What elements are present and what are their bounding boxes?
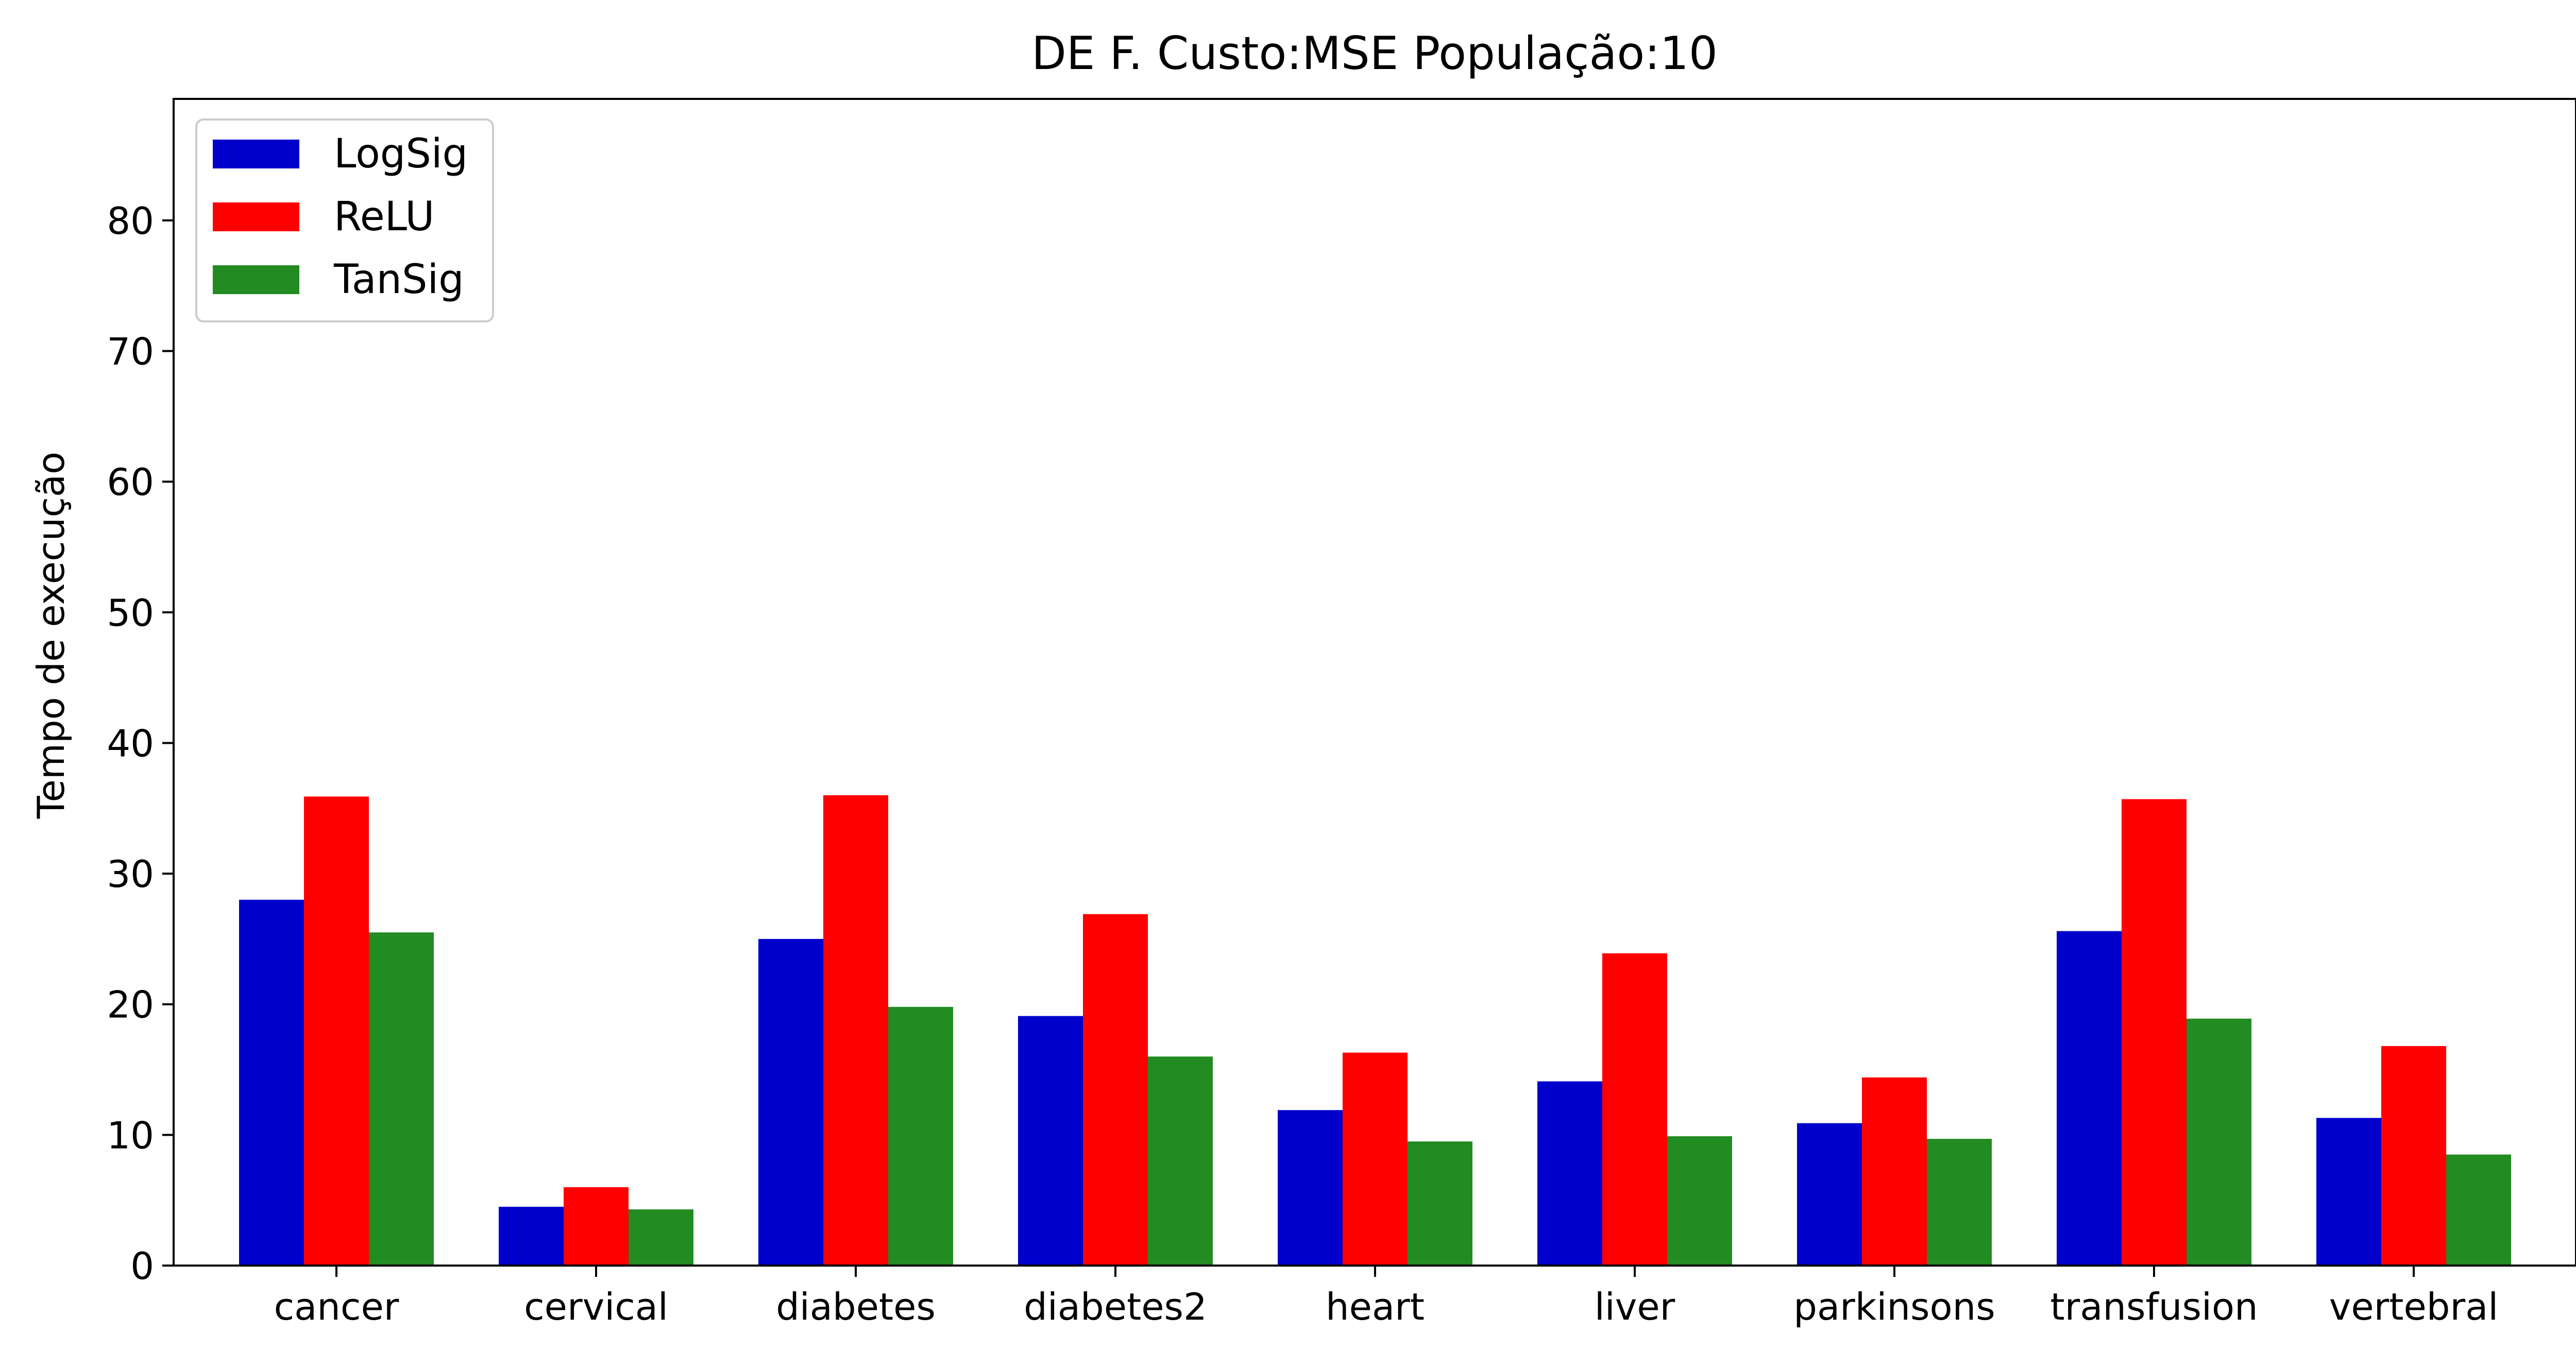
bar-logsig-cancer — [239, 899, 304, 1266]
legend-swatch-relu — [213, 202, 299, 231]
x-tick-label-liver: liver — [1595, 1285, 1675, 1328]
x-ticks-group: cancer cervical diabetes diabetes2 heart live… — [274, 1266, 2498, 1328]
legend-label-relu: ReLU — [334, 194, 434, 240]
bar-logsig-liver — [1537, 1081, 1602, 1266]
bar-logsig-vertebral — [2316, 1118, 2381, 1266]
bar-relu-cancer — [304, 796, 369, 1266]
bar-tansig-heart — [1408, 1141, 1472, 1266]
y-ticks-group: 0 10 20 30 40 50 60 70 80 — [107, 199, 174, 1288]
legend-label-logsig: LogSig — [334, 131, 468, 177]
bar-tansig-transfusion — [2187, 1018, 2251, 1266]
y-tick-label: 0 — [130, 1244, 154, 1288]
bar-relu-vertebral — [2381, 1046, 2446, 1266]
bar-relu-diabetes — [823, 795, 888, 1266]
bar-tansig-cancer — [369, 932, 434, 1266]
x-tick-label-transfusion: transfusion — [2050, 1285, 2258, 1328]
bar-logsig-cervical — [499, 1206, 564, 1266]
x-tick-label-cervical: cervical — [524, 1285, 668, 1328]
chart-title: DE F. Custo:MSE População:10 — [1031, 27, 1718, 80]
bars-group — [239, 795, 2511, 1266]
y-tick-label: 80 — [107, 199, 154, 243]
bar-relu-heart — [1343, 1052, 1408, 1266]
bar-logsig-diabetes2 — [1018, 1016, 1083, 1266]
y-tick-label: 50 — [107, 591, 154, 635]
legend-swatch-tansig — [213, 265, 299, 294]
bar-logsig-heart — [1278, 1110, 1343, 1266]
x-tick-label-parkinsons: parkinsons — [1793, 1285, 1995, 1328]
bar-logsig-transfusion — [2057, 931, 2122, 1266]
x-tick-label-vertebral: vertebral — [2329, 1285, 2498, 1328]
y-tick-label: 40 — [107, 722, 154, 765]
y-tick-label: 60 — [107, 460, 154, 504]
legend: LogSig ReLU TanSig — [195, 118, 494, 322]
x-tick-label-heart: heart — [1326, 1285, 1425, 1328]
x-tick-label-diabetes: diabetes — [776, 1285, 936, 1328]
y-tick-label: 30 — [107, 852, 154, 896]
bar-logsig-parkinsons — [1797, 1123, 1862, 1266]
bar-relu-diabetes2 — [1083, 914, 1148, 1266]
bar-relu-liver — [1602, 953, 1667, 1266]
y-axis-label: Tempo de execução — [29, 452, 73, 819]
bar-tansig-parkinsons — [1927, 1138, 1992, 1266]
y-tick-label: 20 — [107, 983, 154, 1027]
bar-tansig-liver — [1667, 1136, 1732, 1266]
bar-relu-transfusion — [2122, 799, 2187, 1266]
bar-tansig-diabetes — [888, 1006, 953, 1266]
plot-frame — [173, 98, 2576, 1267]
bar-relu-cervical — [564, 1187, 629, 1266]
x-tick-label-cancer: cancer — [274, 1285, 399, 1328]
legend-swatch-logsig — [213, 140, 299, 168]
legend-label-tansig: TanSig — [333, 257, 464, 303]
y-tick-label: 10 — [107, 1114, 154, 1157]
bar-logsig-diabetes — [758, 938, 823, 1266]
y-tick-label: 70 — [107, 330, 154, 373]
bar-tansig-cervical — [629, 1209, 693, 1266]
x-tick-label-diabetes2: diabetes2 — [1024, 1285, 1207, 1328]
bar-relu-parkinsons — [1862, 1077, 1927, 1266]
bar-tansig-vertebral — [2446, 1154, 2511, 1266]
bar-tansig-diabetes2 — [1148, 1056, 1213, 1266]
